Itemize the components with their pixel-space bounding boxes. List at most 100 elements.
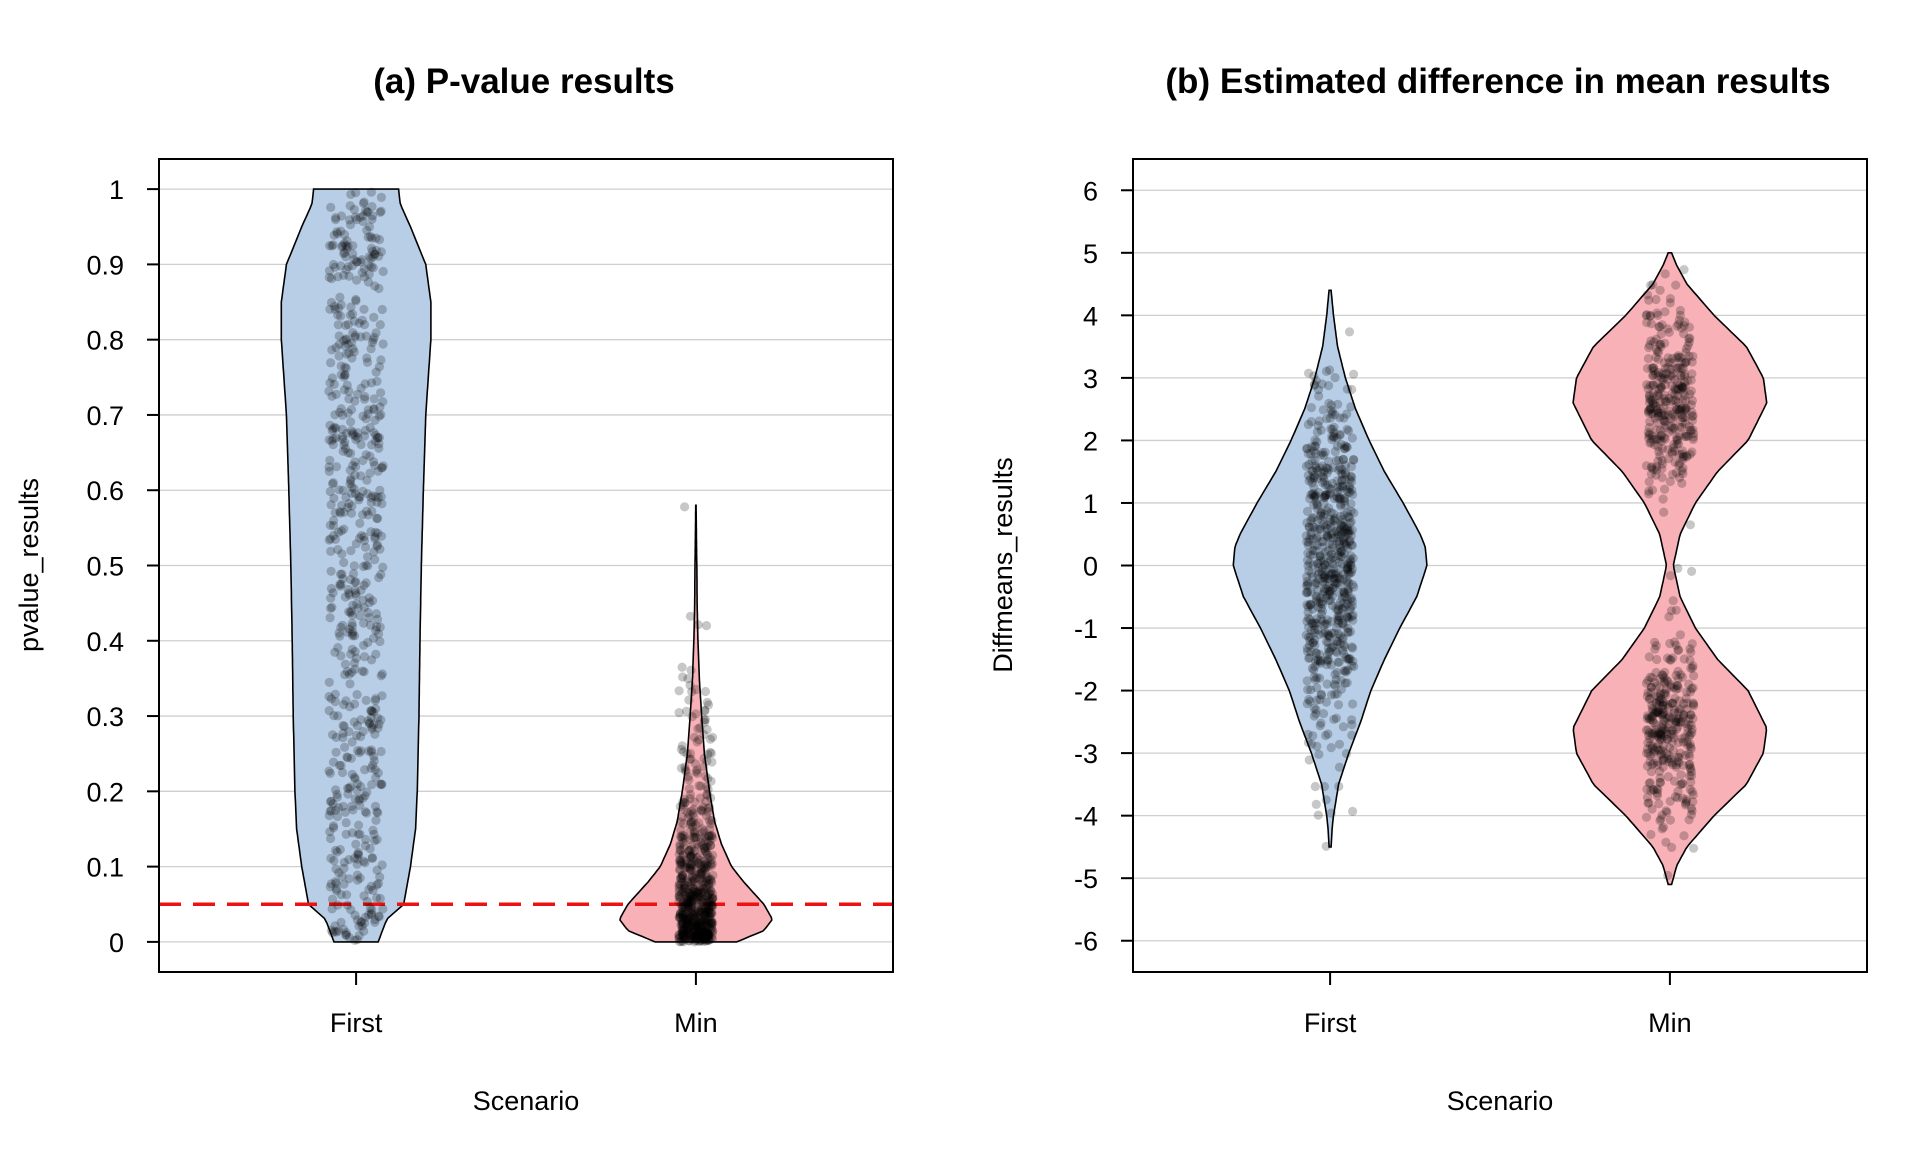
data-point	[1323, 629, 1333, 639]
data-point	[326, 879, 336, 889]
data-point	[1330, 573, 1340, 584]
data-point	[1334, 613, 1344, 623]
data-point	[1346, 517, 1356, 527]
data-point	[691, 921, 702, 931]
data-point	[351, 462, 361, 472]
data-point	[1349, 661, 1359, 672]
data-point	[700, 910, 710, 920]
data-point	[685, 862, 696, 872]
data-point	[705, 747, 715, 758]
panel-a-y-axis-label: pvalue_results	[14, 478, 44, 652]
data-point	[706, 776, 716, 786]
data-point	[1309, 672, 1319, 682]
data-point	[687, 896, 697, 906]
data-point	[1306, 515, 1316, 526]
data-point	[681, 909, 692, 920]
data-point	[345, 679, 355, 689]
data-point	[327, 602, 337, 612]
data-point	[703, 803, 713, 814]
data-point	[1326, 484, 1336, 494]
data-point	[679, 887, 689, 897]
data-point	[706, 918, 716, 928]
data-point	[350, 647, 360, 657]
data-point	[1342, 612, 1352, 622]
data-point	[703, 913, 714, 923]
data-point	[364, 269, 374, 279]
data-point	[1331, 713, 1341, 723]
data-point	[1644, 408, 1654, 418]
data-point	[1324, 586, 1334, 597]
data-point	[688, 884, 698, 894]
data-point	[702, 756, 712, 766]
data-point	[1643, 676, 1653, 686]
y-tick-label: 0.2	[86, 777, 124, 807]
data-point	[333, 643, 343, 653]
data-point	[1662, 807, 1672, 817]
data-point	[336, 370, 346, 380]
data-point	[339, 721, 349, 732]
data-point	[1316, 507, 1326, 517]
data-point	[692, 912, 703, 922]
data-point	[1311, 448, 1321, 459]
data-point	[355, 800, 365, 811]
data-point	[328, 259, 338, 270]
data-point	[343, 502, 353, 513]
data-point	[341, 928, 351, 938]
data-point	[376, 492, 386, 502]
data-point	[1340, 441, 1350, 451]
data-point	[1331, 526, 1341, 537]
data-point	[357, 315, 367, 325]
data-point	[678, 924, 688, 935]
data-point	[1306, 417, 1316, 427]
data-point	[704, 896, 714, 907]
data-point	[362, 506, 372, 516]
data-point	[1303, 622, 1314, 632]
data-point	[333, 803, 344, 813]
data-point	[696, 837, 706, 848]
data-point	[1678, 388, 1688, 398]
data-point	[707, 859, 718, 869]
data-point	[372, 835, 382, 845]
data-point	[693, 891, 703, 902]
data-point	[706, 859, 716, 869]
data-point	[687, 872, 698, 883]
data-point	[1339, 493, 1349, 503]
data-point	[1336, 501, 1346, 511]
data-point	[339, 385, 349, 395]
data-point	[694, 936, 704, 946]
data-point	[693, 931, 703, 942]
data-point	[685, 896, 695, 906]
data-point	[1306, 474, 1316, 484]
data-point	[1311, 648, 1321, 658]
data-point	[702, 790, 713, 800]
data-point	[375, 207, 385, 217]
data-point	[1347, 611, 1357, 622]
data-point	[1320, 570, 1330, 580]
data-point	[336, 569, 346, 579]
data-point	[1311, 594, 1321, 604]
data-point	[1346, 531, 1356, 541]
data-point	[374, 411, 384, 421]
data-point	[1308, 604, 1318, 614]
data-point	[1322, 530, 1332, 540]
data-point	[1320, 447, 1330, 457]
data-point	[338, 485, 348, 495]
data-point	[364, 252, 374, 262]
data-point	[683, 897, 693, 907]
data-point	[1332, 536, 1342, 546]
data-point	[682, 892, 692, 902]
data-point	[361, 695, 371, 706]
data-point	[1308, 522, 1318, 532]
data-point	[679, 819, 689, 829]
data-point	[1685, 520, 1695, 530]
data-point	[1343, 665, 1353, 675]
data-point	[689, 933, 700, 943]
data-point	[1345, 518, 1355, 528]
data-point	[692, 866, 702, 876]
data-point	[361, 206, 371, 216]
data-point	[702, 881, 712, 892]
data-point	[1657, 320, 1667, 330]
data-point	[1331, 604, 1341, 614]
data-point	[686, 929, 697, 939]
data-point	[350, 631, 360, 641]
